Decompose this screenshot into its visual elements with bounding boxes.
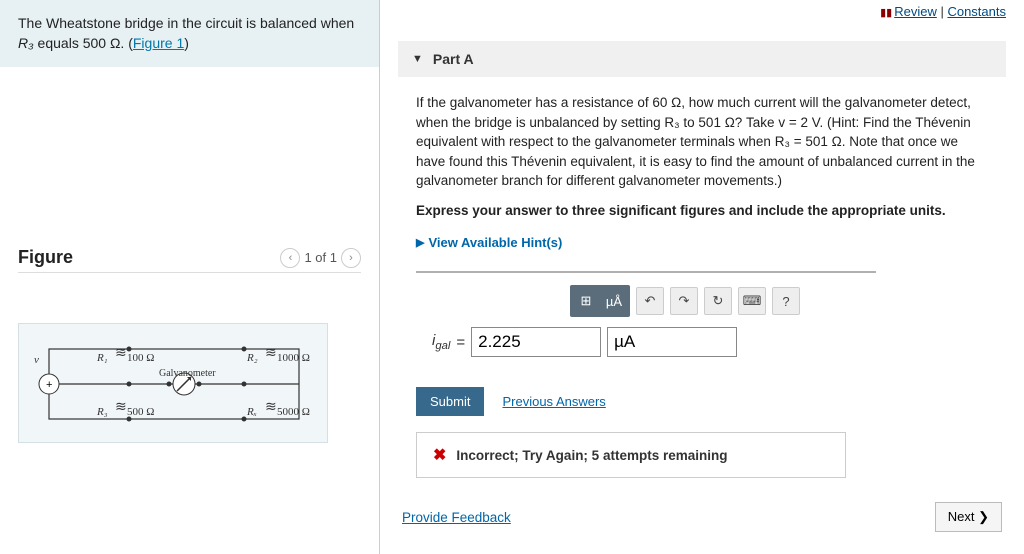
figure-pager: ‹ 1 of 1 › [280, 248, 361, 268]
feedback-box: ✖ Incorrect; Try Again; 5 attempts remai… [416, 432, 846, 478]
topbar-sep: | [937, 4, 948, 19]
problem-mid: equals 500 Ω. ( [34, 35, 133, 51]
r1-value: 100 Ω [127, 352, 154, 364]
question-text: If the galvanometer has a resistance of … [416, 93, 988, 191]
pager-next-button[interactable]: › [341, 248, 361, 268]
part-header[interactable]: ▼ Part A [398, 41, 1006, 77]
template-button[interactable]: ⊞ [573, 288, 599, 314]
figure-header: Figure ‹ 1 of 1 › [18, 247, 361, 273]
top-links: ▮▮Review | Constants [398, 0, 1006, 23]
right-panel: ▮▮Review | Constants ▼ Part A If the gal… [380, 0, 1024, 554]
keyboard-button[interactable]: ⌨ [738, 287, 766, 315]
rx-value: 5000 Ω [277, 406, 310, 418]
rx-label: Rₓ [247, 406, 257, 418]
submit-row: Submit Previous Answers [416, 387, 1006, 416]
svg-text:+: + [46, 379, 52, 391]
part-title: Part A [433, 51, 474, 67]
next-button[interactable]: Next ❯ [935, 502, 1002, 532]
answer-var-label: igal [432, 332, 450, 352]
problem-statement: The Wheatstone bridge in the circuit is … [0, 0, 379, 67]
review-link[interactable]: Review [894, 4, 937, 19]
answer-area: ⊞ µÅ ↶ ↷ ↻ ⌨ ? igal = [416, 271, 876, 373]
r2-label: R₂ [247, 352, 258, 364]
figure-section: Figure ‹ 1 of 1 › + [0, 247, 379, 443]
hint-caret-icon: ▶ [416, 236, 424, 252]
toolbar-group: ⊞ µÅ [570, 285, 630, 317]
collapse-icon: ▼ [412, 53, 423, 65]
reset-button[interactable]: ↻ [704, 287, 732, 315]
pager-prev-button[interactable]: ‹ [280, 248, 300, 268]
units-button[interactable]: µÅ [601, 288, 627, 314]
left-panel: The Wheatstone bridge in the circuit is … [0, 0, 380, 554]
submit-button[interactable]: Submit [416, 387, 484, 416]
answer-inputs: igal = [432, 327, 860, 357]
help-button[interactable]: ? [772, 287, 800, 315]
pager-text: 1 of 1 [304, 250, 337, 265]
r1-label: R₁ [97, 352, 108, 364]
galvanometer-label: Galvanometer [159, 368, 216, 379]
equals-label: = [456, 334, 465, 351]
figure-link[interactable]: Figure 1 [133, 35, 184, 51]
circuit-diagram: + v R₁ ≋ 100 Ω Galvanometer [18, 323, 328, 443]
undo-button[interactable]: ↶ [636, 287, 664, 315]
r3-value: 500 Ω [127, 406, 154, 418]
answer-toolbar: ⊞ µÅ ↶ ↷ ↻ ⌨ ? [432, 285, 860, 317]
hint-label: View Available Hint(s) [428, 234, 562, 253]
review-icon: ▮▮ [880, 7, 892, 19]
constants-link[interactable]: Constants [947, 4, 1006, 19]
part-body: If the galvanometer has a resistance of … [398, 77, 1006, 253]
problem-post: ) [184, 35, 189, 51]
r3-label: R₃ [97, 406, 108, 418]
problem-var: R₃ [18, 35, 34, 51]
figure-title: Figure [18, 247, 73, 268]
source-label: v [34, 354, 39, 366]
redo-button[interactable]: ↷ [670, 287, 698, 315]
r2-value: 1000 Ω [277, 352, 310, 364]
previous-answers-link[interactable]: Previous Answers [502, 394, 605, 409]
answer-unit-input[interactable] [607, 327, 737, 357]
feedback-text: Incorrect; Try Again; 5 attempts remaini… [456, 448, 727, 463]
incorrect-icon: ✖ [433, 445, 446, 465]
bottom-row: Provide Feedback Next ❯ [398, 502, 1006, 532]
instruction-text: Express your answer to three significant… [416, 201, 988, 221]
problem-pre: The Wheatstone bridge in the circuit is … [18, 15, 354, 31]
provide-feedback-link[interactable]: Provide Feedback [402, 510, 511, 525]
answer-value-input[interactable] [471, 327, 601, 357]
view-hints-link[interactable]: ▶ View Available Hint(s) [416, 234, 988, 253]
